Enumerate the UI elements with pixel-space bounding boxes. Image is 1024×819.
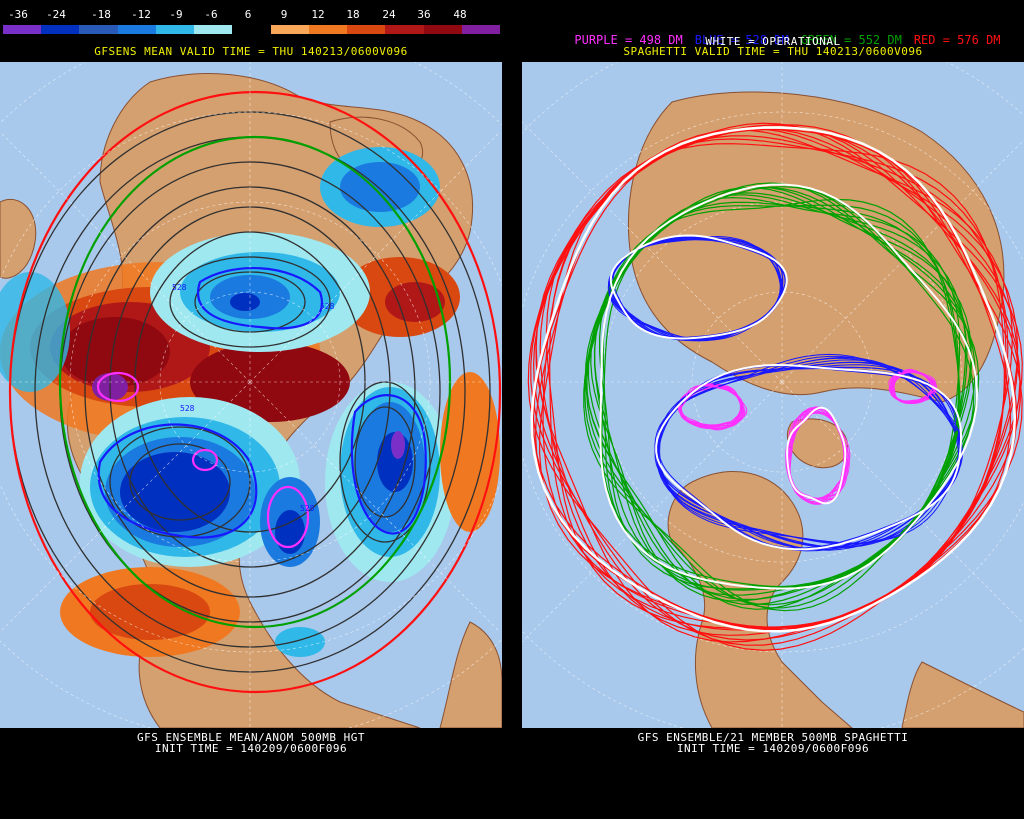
right-footer-line2: INIT TIME = 140209/0600F096	[676, 742, 870, 755]
scale-swatch	[117, 25, 156, 34]
spaghetti-map	[522, 62, 1024, 728]
left-footer-line1: GFS ENSEMBLE MEAN/ANOM 500MB HGT	[137, 731, 365, 744]
scale-swatch	[308, 25, 348, 34]
scale-swatch	[194, 25, 233, 34]
scale-label: -36	[8, 8, 28, 21]
scale-swatch	[270, 25, 309, 34]
scale-label: 12	[311, 8, 325, 21]
siberia-edge	[0, 198, 37, 279]
spaghetti-line	[789, 412, 850, 504]
scale-label: -18	[91, 8, 111, 21]
contour-label: 528	[300, 504, 315, 513]
spaghetti-line	[609, 234, 788, 340]
south-america	[901, 661, 1024, 728]
spaghetti-line	[659, 356, 961, 549]
contour-label: 528	[172, 283, 187, 292]
south-america	[439, 621, 502, 728]
spaghetti-map-svg	[522, 62, 1024, 728]
scale-label: -9	[169, 8, 183, 21]
scale-swatch	[423, 25, 462, 34]
scale-label: 36	[417, 8, 431, 21]
spaghetti-line	[585, 201, 960, 606]
legend-white: WHITE = OPERATIONAL	[705, 35, 841, 48]
scale-label: -24	[46, 8, 66, 21]
left-valid-time-title: GFSENS MEAN VALID TIME = THU 140213/0600…	[94, 45, 408, 58]
scale-label: -12	[131, 8, 151, 21]
right-footer-line1: GFS ENSEMBLE/21 MEMBER 500MB SPAGHETTI	[637, 731, 909, 744]
scale-label: 24	[382, 8, 396, 21]
scale-swatch	[461, 25, 501, 34]
scale-swatch	[41, 25, 80, 34]
spaghetti-line	[599, 183, 979, 590]
eurasia	[627, 91, 1005, 403]
contour-label: 528	[180, 404, 195, 413]
scale-label: 6	[244, 8, 252, 21]
scale-label: 48	[453, 8, 467, 21]
legend-green: GREEN = 552 DM	[800, 33, 902, 47]
spaghetti-line	[583, 198, 961, 612]
spaghetti-panel: PURPLE = 498 DM BLUE = 528 DM GREEN = 552 …	[522, 0, 1024, 819]
scale-swatch	[3, 25, 42, 34]
right-valid-time-title: SPAGHETTI VALID TIME = THU 140213/0600V0…	[623, 45, 923, 58]
scale-label: 9	[280, 8, 288, 21]
anomaly-scale-labels: -36 -24 -18 -12 -9 -6 6 9 12 18 24 36 48	[0, 9, 502, 21]
spaghetti-line	[786, 406, 847, 505]
scale-swatch	[79, 25, 118, 34]
spaghetti-contours	[527, 122, 1023, 651]
spaghetti-line	[530, 126, 1017, 633]
scale-swatch	[155, 25, 195, 34]
lat-lon-grid	[0, 62, 502, 728]
legend-purple: PURPLE = 498 DM	[574, 33, 683, 47]
mean-anomaly-map-svg: 528 528 528 528	[0, 62, 502, 728]
left-footer-line2: INIT TIME = 140209/0600F096	[154, 742, 348, 755]
scale-label: 18	[346, 8, 360, 21]
anomaly-shading	[0, 147, 500, 657]
spaghetti-line	[655, 363, 963, 551]
scale-label: -6	[204, 8, 218, 21]
anomaly-color-scale	[3, 25, 501, 34]
contour-label: 528	[320, 302, 335, 311]
scale-swatch	[232, 25, 271, 34]
spaghetti-line	[538, 124, 1023, 630]
spaghetti-line	[679, 384, 748, 430]
spaghetti-line	[530, 138, 1007, 646]
contour-labels: 528 528 528 528	[172, 283, 335, 513]
spaghetti-line	[888, 370, 936, 404]
key-contours	[8, 90, 502, 694]
scale-swatch	[385, 25, 424, 34]
ensemble-mean-map: 528 528 528 528	[0, 62, 502, 728]
spaghetti-legend: PURPLE = 498 DM BLUE = 528 DM GREEN = 552 …	[522, 22, 1024, 58]
legend-blue: BLUE = 528 DM	[694, 33, 789, 47]
spaghetti-line	[889, 371, 936, 403]
scale-swatch	[347, 25, 386, 34]
ensemble-mean-panel: -36 -24 -18 -12 -9 -6 6 9 12 18 24 36 48…	[0, 0, 502, 819]
landmasses	[627, 91, 1024, 728]
spaghetti-line	[608, 235, 784, 341]
north-america	[667, 471, 853, 728]
legend-red: RED = 576 DM	[913, 33, 1001, 47]
spaghetti-line	[788, 411, 851, 505]
